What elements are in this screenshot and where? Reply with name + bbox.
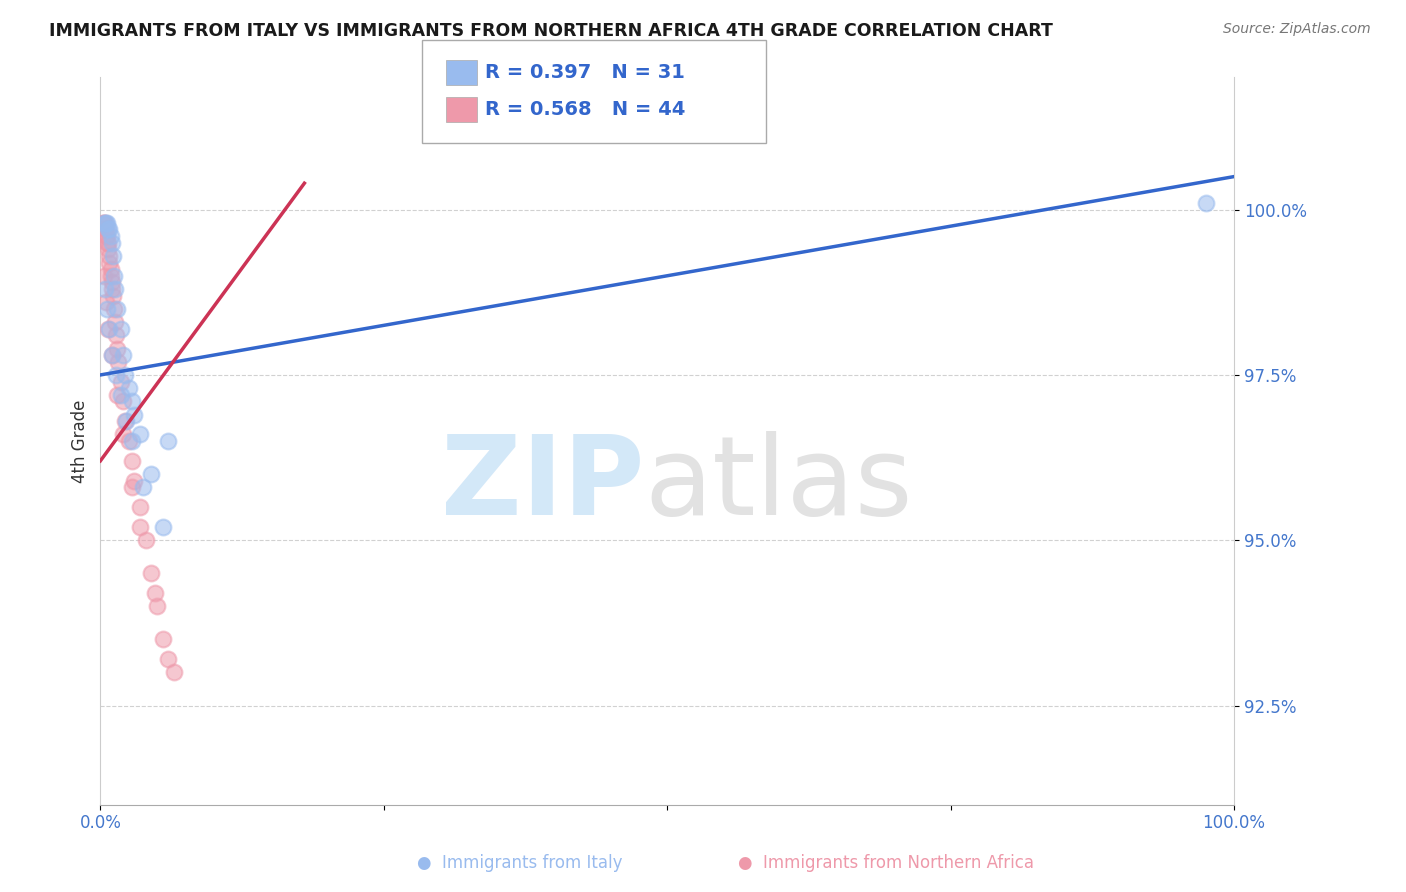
- Point: [157, 652, 180, 666]
- Point: [152, 520, 174, 534]
- Point: [100, 268, 122, 283]
- Point: [98, 222, 121, 236]
- Point: [98, 321, 121, 335]
- Point: [100, 282, 122, 296]
- Point: [111, 348, 134, 362]
- Point: [94, 222, 117, 236]
- Point: [96, 229, 118, 244]
- Point: [114, 368, 136, 382]
- Text: R = 0.568   N = 44: R = 0.568 N = 44: [485, 100, 686, 120]
- Point: [121, 394, 143, 409]
- Point: [143, 586, 166, 600]
- Text: Source: ZipAtlas.com: Source: ZipAtlas.com: [1223, 22, 1371, 37]
- Point: [93, 216, 115, 230]
- Point: [1194, 196, 1216, 211]
- Point: [94, 295, 117, 310]
- Point: [98, 249, 121, 263]
- Point: [105, 368, 128, 382]
- Point: [129, 427, 152, 442]
- Point: [100, 229, 122, 244]
- Y-axis label: 4th Grade: 4th Grade: [72, 400, 89, 483]
- Point: [91, 216, 114, 230]
- Point: [129, 500, 152, 515]
- Point: [141, 467, 163, 482]
- Point: [96, 235, 118, 250]
- Point: [105, 301, 128, 316]
- Point: [94, 216, 117, 230]
- Point: [104, 282, 127, 296]
- Point: [129, 520, 152, 534]
- Point: [157, 434, 180, 448]
- Text: atlas: atlas: [644, 431, 912, 538]
- Point: [94, 229, 117, 244]
- Point: [97, 243, 120, 257]
- Point: [97, 321, 120, 335]
- Point: [111, 427, 134, 442]
- Point: [101, 288, 124, 302]
- Point: [96, 301, 118, 316]
- Point: [100, 276, 122, 290]
- Point: [118, 381, 141, 395]
- Point: [146, 599, 169, 614]
- Point: [121, 454, 143, 468]
- Point: [132, 480, 155, 494]
- Text: ZIP: ZIP: [441, 431, 644, 538]
- Text: ●  Immigrants from Northern Africa: ● Immigrants from Northern Africa: [738, 855, 1033, 872]
- Point: [101, 249, 124, 263]
- Point: [94, 282, 117, 296]
- Point: [110, 321, 132, 335]
- Point: [163, 665, 186, 680]
- Point: [103, 301, 125, 316]
- Point: [100, 235, 122, 250]
- Point: [121, 434, 143, 448]
- Point: [100, 262, 122, 277]
- Point: [98, 255, 121, 269]
- Point: [152, 632, 174, 647]
- Point: [124, 408, 146, 422]
- Point: [124, 474, 146, 488]
- Point: [105, 328, 128, 343]
- Point: [115, 414, 138, 428]
- Point: [96, 216, 118, 230]
- Point: [107, 355, 129, 369]
- Point: [93, 268, 115, 283]
- Point: [94, 216, 117, 230]
- Point: [110, 375, 132, 389]
- Point: [135, 533, 157, 548]
- Point: [105, 342, 128, 356]
- Point: [105, 388, 128, 402]
- Point: [100, 348, 122, 362]
- Point: [141, 566, 163, 581]
- Point: [103, 268, 125, 283]
- Point: [118, 434, 141, 448]
- Point: [100, 348, 122, 362]
- Point: [97, 235, 120, 250]
- Text: ●  Immigrants from Italy: ● Immigrants from Italy: [418, 855, 623, 872]
- Point: [114, 414, 136, 428]
- Point: [94, 222, 117, 236]
- Text: IMMIGRANTS FROM ITALY VS IMMIGRANTS FROM NORTHERN AFRICA 4TH GRADE CORRELATION C: IMMIGRANTS FROM ITALY VS IMMIGRANTS FROM…: [49, 22, 1053, 40]
- Text: R = 0.397   N = 31: R = 0.397 N = 31: [485, 62, 685, 82]
- Point: [104, 315, 127, 329]
- Point: [97, 222, 120, 236]
- Point: [93, 216, 115, 230]
- Point: [111, 394, 134, 409]
- Point: [110, 388, 132, 402]
- Point: [121, 480, 143, 494]
